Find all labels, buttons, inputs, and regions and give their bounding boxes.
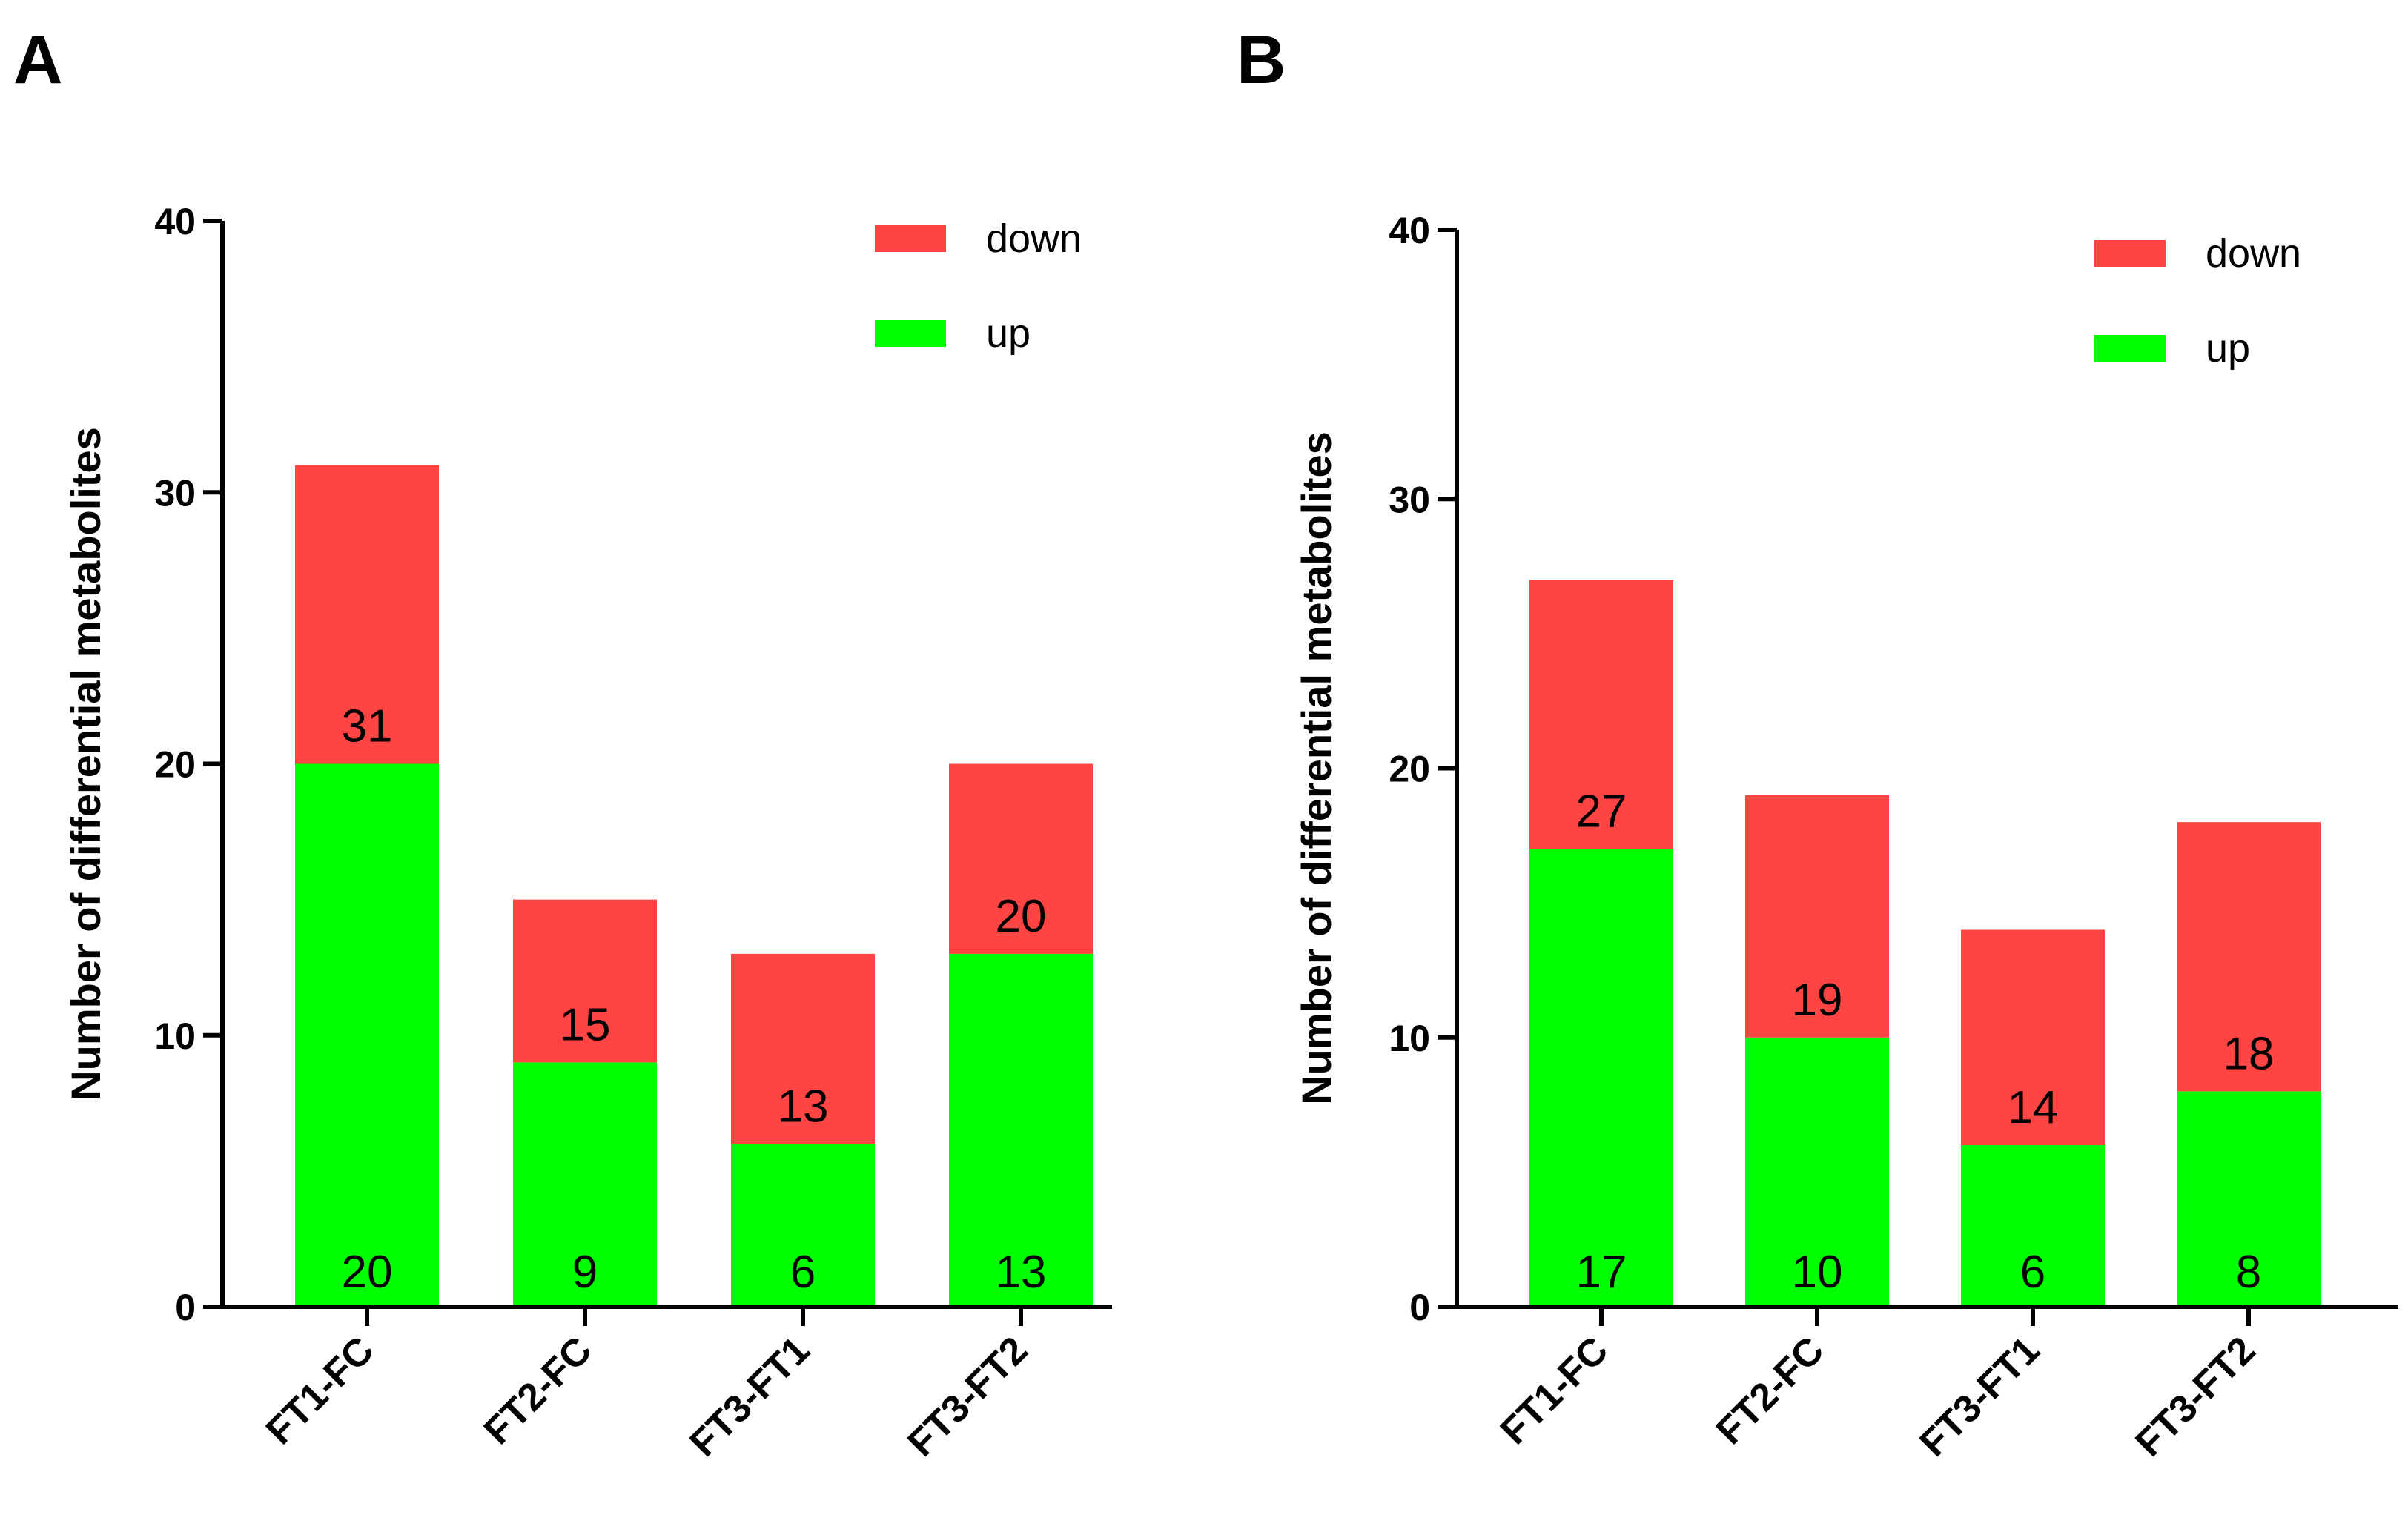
y-tick-label: 0 [1409,1287,1430,1328]
x-tick-label-ft3-ft2: FT3-FT2 [2127,1328,2263,1465]
y-tick-label: 10 [154,1015,196,1057]
y-tick-label: 20 [1389,749,1430,790]
bar-up-ft1-fc [1529,849,1673,1307]
y-tick-label: 0 [175,1287,196,1328]
bar-up-ft2-fc [1745,1037,1889,1307]
panel-letter-b: B [1237,22,1286,98]
legend-label-down: down [2206,231,2301,276]
bar-down-ft3-ft2 [2177,822,2321,1092]
legend-swatch-up [2094,335,2166,362]
y-tick-label: 30 [1389,479,1430,520]
data-label-up: 6 [2020,1247,2045,1298]
panel-letter-a: A [13,22,62,98]
data-label-total: 15 [560,999,611,1050]
x-tick-label-ft2-fc: FT2-FC [1708,1328,1833,1453]
x-tick-label-ft3-ft2: FT3-FT2 [899,1328,1036,1465]
y-tick-label: 30 [154,472,196,514]
x-tick-label-ft1-fc: FT1-FC [258,1328,383,1453]
bar-down-ft3-ft2 [949,763,1093,954]
chart-panel-a: 20 31 9 15 6 13 13 20 0 10 20 30 40 FT1-FC FT2-FC FT3-F… [62,201,1112,1465]
data-label-total: 27 [1576,786,1627,837]
y-tick-label: 20 [154,744,196,786]
data-label-total: 19 [1792,975,1843,1026]
data-label-total: 13 [778,1081,829,1132]
data-label-up: 17 [1576,1247,1627,1298]
bar-up-ft3-ft1 [731,1144,875,1307]
bar-down-ft3-ft1 [731,953,875,1144]
data-label-total: 18 [2223,1028,2275,1079]
bar-up-ft2-fc [513,1062,657,1307]
data-label-total: 20 [996,891,1047,942]
legend-label-up: up [2206,326,2250,371]
x-tick-label-ft1-fc: FT1-FC [1492,1328,1617,1453]
bar-up-ft1-fc [295,763,439,1307]
bar-down-ft3-ft1 [1961,929,2105,1146]
legend-swatch-down [2094,240,2166,267]
x-tick-label-ft3-ft1: FT3-FT1 [681,1328,818,1465]
data-label-total: 31 [342,701,393,752]
bar-up-ft3-ft2 [2177,1091,2321,1307]
bar-up-ft3-ft1 [1961,1145,2105,1307]
bar-down-ft1-fc [1529,580,1673,849]
data-label-up: 8 [2236,1247,2261,1298]
data-label-up: 20 [342,1247,393,1298]
data-label-up: 10 [1792,1247,1843,1298]
bar-down-ft2-fc [513,899,657,1063]
chart-panel-b: 17 27 10 19 6 14 8 18 0 10 20 30 40 FT1-FC FT2-FC FT3-F… [1293,210,2398,1465]
y-tick-label: 40 [154,201,196,242]
y-tick-label: 40 [1389,210,1430,251]
y-axis-title: Number of differential metabolites [62,427,109,1101]
bar-down-ft2-fc [1745,795,1889,1038]
bar-down-ft1-fc [295,465,439,764]
data-label-total: 14 [2008,1082,2059,1133]
bar-up-ft3-ft2 [949,953,1093,1307]
legend-swatch-down [875,225,946,252]
legend-label-down: down [986,216,1082,261]
data-label-up: 13 [996,1247,1047,1298]
legend-label-up: up [986,311,1031,356]
y-tick-label: 10 [1389,1018,1430,1059]
data-label-up: 9 [572,1247,598,1298]
legend-swatch-up [875,320,946,347]
x-tick-label-ft3-ft1: FT3-FT1 [1911,1328,2048,1465]
y-axis-title: Number of differential metabolites [1293,431,1340,1105]
x-tick-label-ft2-fc: FT2-FC [476,1328,601,1453]
data-label-up: 6 [790,1247,816,1298]
